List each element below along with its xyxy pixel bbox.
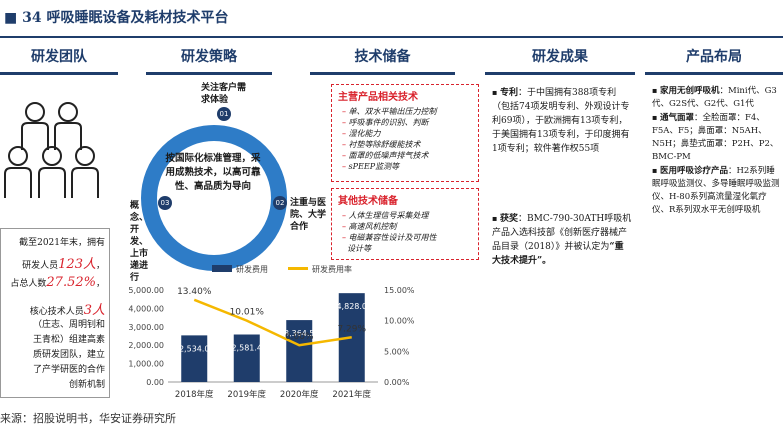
y-left-tick-label: 0.00	[146, 378, 164, 387]
strategy-node-3-label: 概念、开发、上市递进行	[130, 201, 149, 283]
bar-value-label: 2,581.4	[231, 344, 262, 353]
header-results: 研发成果	[485, 44, 635, 75]
y-left-tick-label: 1,000.00	[128, 360, 164, 369]
line-series	[193, 298, 352, 347]
header-team-label: 研发团队	[31, 49, 87, 65]
legend-bar-label: 研发费用	[236, 264, 268, 274]
team-line: （庄志、周明钊和	[32, 320, 105, 330]
award-text: ：BMC-790-30ATH呼吸机产品入选科技部《创新医疗器械产品目录（2018…	[492, 214, 632, 252]
main-tech-list: – 单、双水平输出压力控制 – 呼吸事件的识别、判断 – 湿化能力 – 衬垫等除…	[342, 106, 478, 172]
strategy-node-3: 03	[158, 196, 172, 210]
header-tech-label: 技术储备	[354, 49, 411, 65]
source-note: 来源：招股说明书，华安证券研究所	[0, 412, 176, 425]
strategy-node-1-label: 关注客户需求体验	[201, 83, 247, 105]
legend-bar-swatch	[212, 265, 232, 272]
award-highlight: “重大技术提升”。	[492, 242, 624, 266]
x-tick-label: 2019年度	[227, 389, 266, 400]
y-left-tick-label: 4,000.00	[128, 304, 164, 313]
line-value-label: 10.01%	[230, 308, 265, 318]
bar	[233, 334, 260, 382]
x-tick-label: 2018年度	[175, 389, 214, 400]
award-result: ▪ 获奖：BMC-790-30ATH呼吸机产品入选科技部《创新医疗器械产品目录（…	[492, 214, 632, 266]
award-label: 获奖	[499, 214, 518, 224]
y-right-tick-label: 0.00%	[384, 378, 410, 387]
header-products: 产品布局	[645, 44, 783, 75]
bar-value-label: 4,828.0	[336, 302, 367, 311]
header-results-label: 研发成果	[532, 49, 588, 65]
x-tick-label: 2020年度	[280, 389, 319, 400]
legend-line-label: 研发费用率	[312, 264, 352, 274]
strategy-node-1: 01	[217, 107, 231, 121]
list-item: – 呼吸事件的识别、判断	[342, 118, 429, 127]
main-tech-box: 主营产品相关技术 – 单、双水平输出压力控制 – 呼吸事件的识别、判断 – 湿化…	[331, 84, 479, 182]
list-item: – 高速风机控制	[342, 222, 397, 231]
list-item: – 面罩的低噪声排气技术	[342, 151, 429, 160]
team-people-icon	[4, 102, 99, 198]
patent-label: 专利	[499, 88, 518, 98]
list-item: – 衬垫等除舒缓能技术	[342, 140, 421, 149]
team-line: 创新机制	[68, 380, 105, 390]
page-title-text: 34 呼吸睡眠设备及耗材技术平台	[22, 10, 229, 26]
list-item: – 单、双水平输出压力控制	[342, 107, 437, 116]
team-info-box: 截至2021年末，拥有 研发人员123人， 占总人数27.52%， 核心技术人员…	[0, 228, 110, 398]
list-item: – 湿化能力	[342, 129, 381, 138]
title-bar	[0, 0, 783, 38]
y-left-tick-label: 3,000.00	[128, 323, 164, 332]
strategy-center-text: 按国际化标准管理，采用成熟技术，以高可靠性、高品质为导向	[165, 153, 261, 192]
team-line: 质研发团队，建立	[32, 350, 105, 360]
other-tech-box: 其他技术储备 – 人体生理信号采集处理 – 高速风机控制 – 电磁兼容性设计及可…	[331, 188, 479, 260]
list-item: – 电磁兼容性设计及可用性	[342, 233, 437, 242]
bar	[286, 320, 313, 382]
team-line: 了产学研医的合作	[32, 365, 105, 375]
list-item: – 人体生理信号采集处理	[342, 211, 429, 220]
y-right-tick-label: 15.00%	[384, 286, 415, 295]
header-strategy-label: 研发策略	[181, 49, 237, 65]
line-value-label: 7.29%	[337, 324, 366, 334]
strategy-node-2-label: 注重与医院、大学合作	[290, 198, 327, 232]
other-tech-title: 其他技术储备	[338, 196, 398, 207]
patent-text: ：于中国拥有388项专利（包括74项发明专利、外观设计专利69项），于欧洲拥有1…	[492, 88, 630, 154]
list-item: ▪ 医用呼吸诊疗产品：H2系列睡眠呼吸监测仪、多导睡眠呼吸监测仪、H-80系列高…	[652, 166, 780, 215]
bar-value-label: 3,364.5	[284, 329, 315, 338]
bar-value-label: 2,534.0	[179, 344, 210, 353]
other-tech-list: – 人体生理信号采集处理 – 高速风机控制 – 电磁兼容性设计及可用性 设计等	[342, 210, 478, 254]
team-line: 研发人员123人，	[22, 257, 105, 272]
header-tech: 技术储备	[310, 44, 455, 75]
page-title: ■ 34 呼吸睡眠设备及耗材技术平台	[4, 10, 229, 26]
team-line: 截至2021年末，拥有	[19, 238, 105, 248]
header-products-label: 产品布局	[686, 49, 742, 65]
main-tech-title: 主营产品相关技术	[338, 92, 418, 103]
y-left-tick-label: 2,000.00	[128, 341, 164, 350]
y-left-tick-label: 5,000.00	[128, 286, 164, 295]
bar	[181, 335, 208, 382]
legend-line-swatch	[288, 267, 308, 270]
team-line: 核心技术人员3人	[29, 303, 105, 318]
strategy-node-2: 02	[273, 196, 287, 210]
patent-result: ▪ 专利：于中国拥有388项专利（包括74项发明专利、外观设计专利69项），于欧…	[492, 88, 630, 154]
y-right-tick-label: 5.00%	[384, 347, 410, 356]
product-list: ▪ 家用无创呼吸机：Mini代、G3代、G2S代、G2代、G1代 ▪ 通气面罩：…	[652, 84, 782, 217]
header-strategy: 研发策略	[146, 44, 272, 75]
y-right-tick-label: 10.00%	[384, 317, 415, 326]
line-value-label: 13.40%	[177, 287, 212, 297]
line-value-label: 6.00%	[285, 332, 314, 342]
list-item: – sPEEP监测等	[342, 162, 400, 171]
rd-expense-chart: 研发费用 研发费用率 5,000.00 4,000.00 3,000.00 2,000.0…	[128, 264, 415, 400]
list-item: 设计等	[347, 244, 372, 253]
list-item: ▪ 家用无创呼吸机：Mini代、G3代、G2S代、G2代、G1代	[652, 86, 777, 109]
team-line: 占总人数27.52%，	[10, 275, 105, 290]
team-line: 王青松）组建高素	[32, 335, 105, 345]
list-item: ▪ 通气面罩：全脸面罩：F4、F5A、F5；鼻面罩：N5AH、N5H；鼻垫式面罩…	[652, 113, 779, 162]
header-team: 研发团队	[0, 44, 118, 75]
x-tick-label: 2021年度	[332, 389, 371, 400]
